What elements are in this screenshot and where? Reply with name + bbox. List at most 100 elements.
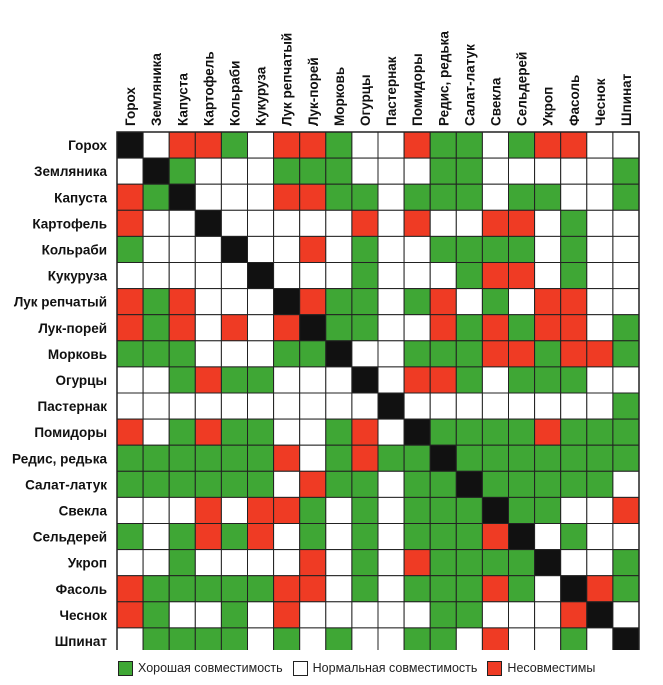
cell-r4-c20 [612, 209, 640, 237]
cell-r5-c6 [247, 235, 275, 263]
cell-r5-c14 [455, 235, 483, 263]
cell-r16-c10 [351, 523, 379, 551]
cell-r3-c16 [508, 183, 536, 211]
cell-r12-c13 [429, 418, 457, 446]
cell-r17-c16 [508, 549, 536, 577]
cell-r15-c10 [351, 496, 379, 524]
cell-r11-c15 [481, 392, 509, 420]
cell-r16-c20 [612, 523, 640, 551]
cell-r4-c13 [429, 209, 457, 237]
cell-r6-c17 [534, 262, 562, 290]
cell-r11-c1 [116, 392, 144, 420]
cell-r7-c16 [508, 288, 536, 316]
cell-r8-c13 [429, 314, 457, 342]
cell-r4-c19 [586, 209, 614, 237]
cell-r8-c9 [325, 314, 353, 342]
cell-r12-c1 [116, 418, 144, 446]
cell-r12-c3 [168, 418, 196, 446]
col-label-морковь: Морковь [332, 67, 347, 126]
cell-r3-c10 [351, 183, 379, 211]
cell-r5-c13 [429, 235, 457, 263]
cell-r1-c6 [247, 131, 275, 159]
cell-r14-c15 [481, 470, 509, 498]
cell-r6-c19 [586, 262, 614, 290]
cell-r1-c7 [273, 131, 301, 159]
cell-r19-c16 [508, 601, 536, 629]
legend-swatch-incompatible [487, 660, 503, 676]
cell-r8-c2 [142, 314, 170, 342]
cell-r10-c5 [220, 366, 248, 394]
row-label-земляника: Земляника [34, 164, 107, 179]
cell-r18-c14 [455, 575, 483, 603]
legend-swatch-good [118, 660, 133, 676]
cell-r20-c1 [116, 627, 144, 650]
legend-label-normal: Нормальная совместимость [312, 661, 478, 675]
cell-r8-c7 [273, 314, 301, 342]
cell-r17-c7 [273, 549, 301, 577]
cell-r15-c17 [534, 496, 562, 524]
cell-r5-c19 [586, 235, 614, 263]
cell-r4-c5 [220, 209, 248, 237]
cell-r4-c4 [194, 209, 222, 237]
cell-r14-c3 [168, 470, 196, 498]
cell-r4-c14 [455, 209, 483, 237]
cell-r12-c2 [142, 418, 170, 446]
col-label-пастернак: Пастернак [384, 56, 399, 126]
cell-r20-c3 [168, 627, 196, 650]
cell-r2-c10 [351, 157, 379, 185]
cell-r10-c4 [194, 366, 222, 394]
cell-r6-c2 [142, 262, 170, 290]
row-label-пастернак: Пастернак [37, 399, 107, 414]
cell-r19-c7 [273, 601, 301, 629]
cell-r7-c4 [194, 288, 222, 316]
cell-r19-c5 [220, 601, 248, 629]
cell-r7-c14 [455, 288, 483, 316]
cell-r11-c9 [325, 392, 353, 420]
cell-r1-c18 [560, 131, 588, 159]
cell-r6-c10 [351, 262, 379, 290]
cell-r20-c20 [612, 627, 640, 650]
cell-r10-c18 [560, 366, 588, 394]
col-label-шпинат: Шпинат [619, 73, 634, 126]
cell-r5-c9 [325, 235, 353, 263]
cell-r9-c19 [586, 340, 614, 368]
cell-r7-c5 [220, 288, 248, 316]
cell-r9-c17 [534, 340, 562, 368]
cell-r16-c3 [168, 523, 196, 551]
cell-r3-c19 [586, 183, 614, 211]
row-label-редис-редька: Редис, редька [12, 451, 107, 466]
cell-r4-c2 [142, 209, 170, 237]
cell-r1-c9 [325, 131, 353, 159]
cell-r18-c3 [168, 575, 196, 603]
cell-r14-c19 [586, 470, 614, 498]
cell-r7-c3 [168, 288, 196, 316]
cell-r4-c12 [403, 209, 431, 237]
cell-r12-c9 [325, 418, 353, 446]
cell-r11-c16 [508, 392, 536, 420]
cell-r10-c7 [273, 366, 301, 394]
cell-r8-c12 [403, 314, 431, 342]
cell-r16-c16 [508, 523, 536, 551]
cell-r10-c19 [586, 366, 614, 394]
cell-r16-c11 [377, 523, 405, 551]
col-label-сельдерей: Сельдерей [515, 52, 530, 126]
cell-r9-c16 [508, 340, 536, 368]
cell-r10-c12 [403, 366, 431, 394]
cell-r5-c17 [534, 235, 562, 263]
cell-r2-c11 [377, 157, 405, 185]
row-label-лук-репчатый: Лук репчатый [14, 295, 107, 310]
cell-r13-c9 [325, 444, 353, 472]
cell-r5-c7 [273, 235, 301, 263]
cell-r5-c3 [168, 235, 196, 263]
cell-r20-c19 [586, 627, 614, 650]
compatibility-matrix: Горох Земляника Капуста Картофель Кольраби Ку… [12, 31, 640, 650]
cell-r5-c1 [116, 235, 144, 263]
cell-r2-c2 [142, 157, 170, 185]
cell-r14-c10 [351, 470, 379, 498]
cell-r6-c9 [325, 262, 353, 290]
cell-r10-c3 [168, 366, 196, 394]
cell-r5-c2 [142, 235, 170, 263]
cell-r16-c5 [220, 523, 248, 551]
cell-r18-c17 [534, 575, 562, 603]
cell-r14-c6 [247, 470, 275, 498]
